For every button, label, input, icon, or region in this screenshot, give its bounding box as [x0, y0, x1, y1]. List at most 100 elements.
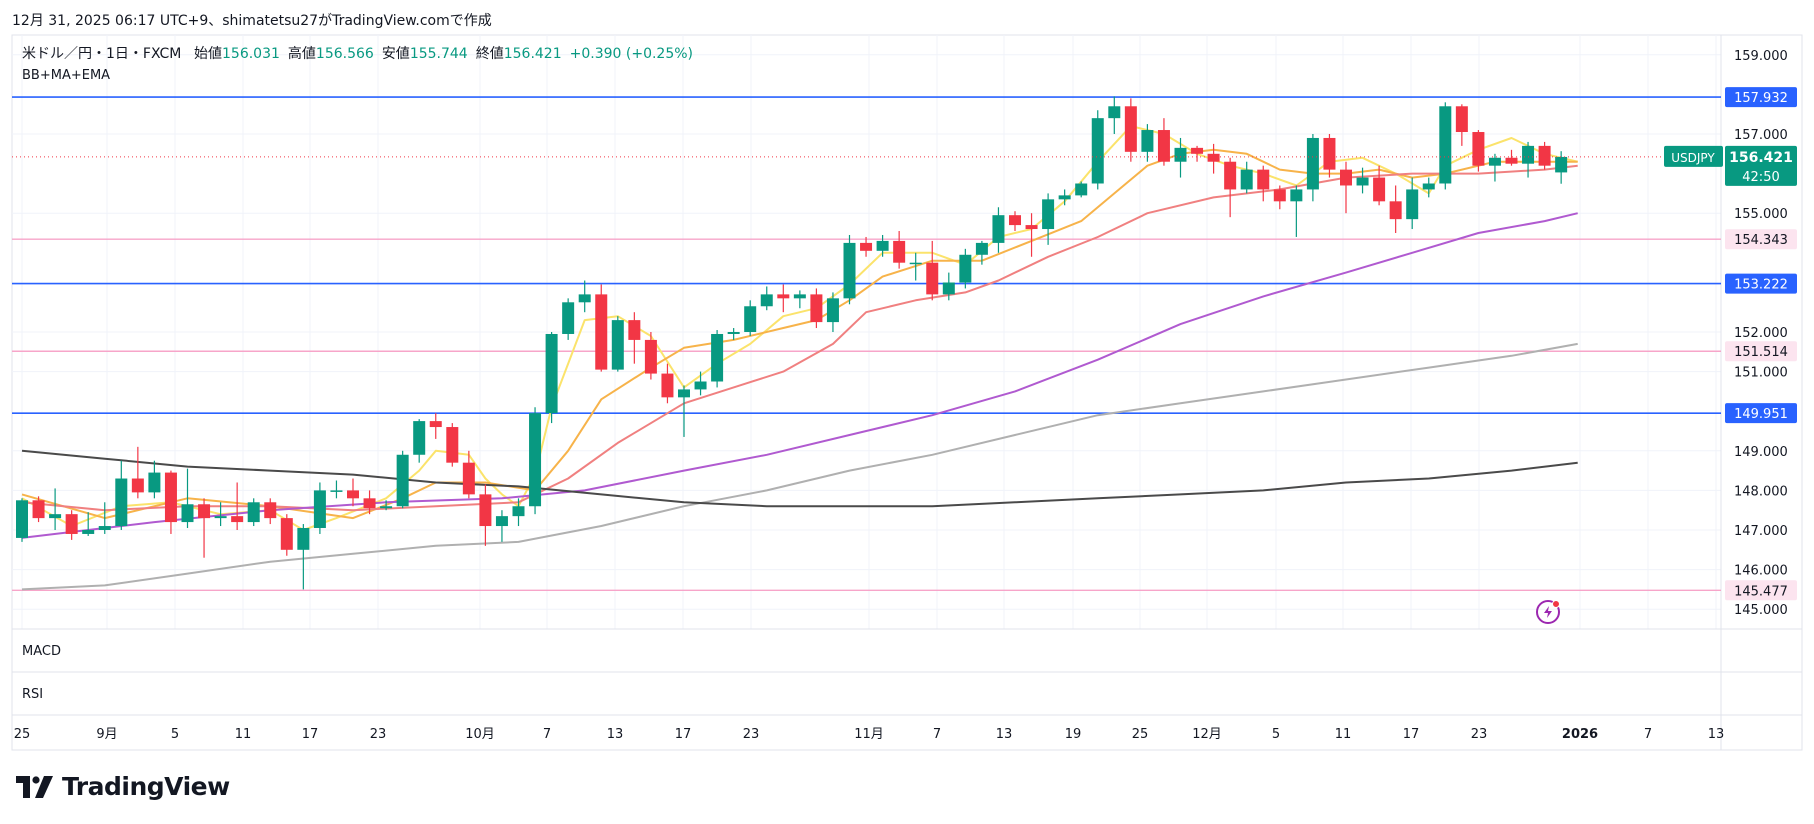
candle[interactable] — [975, 240, 988, 265]
candle[interactable] — [744, 300, 757, 336]
candle[interactable] — [926, 240, 939, 301]
candle[interactable] — [678, 385, 690, 437]
candle[interactable] — [628, 312, 641, 364]
candle[interactable] — [661, 363, 674, 404]
candle[interactable] — [777, 284, 790, 313]
lightning-icon[interactable] — [1536, 600, 1560, 624]
candle[interactable] — [1389, 185, 1402, 233]
candle[interactable] — [313, 482, 326, 534]
candle[interactable] — [1042, 193, 1055, 245]
candle[interactable] — [1455, 104, 1468, 146]
candle[interactable] — [413, 419, 426, 463]
candle[interactable] — [810, 288, 823, 329]
candle[interactable] — [545, 332, 558, 424]
legend-indicators[interactable]: BB+MA+EMA — [22, 68, 110, 83]
candle[interactable] — [198, 498, 211, 558]
candle[interactable] — [1356, 167, 1369, 194]
candle[interactable] — [595, 284, 608, 372]
candle[interactable] — [1538, 141, 1551, 170]
candle[interactable] — [512, 498, 525, 527]
candle[interactable] — [32, 496, 45, 523]
candle[interactable] — [529, 407, 542, 515]
candle[interactable] — [611, 316, 624, 372]
candle[interactable] — [1174, 137, 1187, 178]
pane-label-rsi[interactable]: RSI — [22, 687, 43, 702]
candle[interactable] — [330, 480, 343, 499]
candle[interactable] — [1439, 102, 1452, 190]
candle[interactable] — [297, 524, 310, 590]
brand[interactable]: TradingView — [16, 772, 230, 801]
candle[interactable] — [1273, 185, 1286, 210]
candle[interactable] — [164, 470, 177, 534]
candle[interactable] — [760, 286, 773, 311]
candle[interactable] — [1555, 151, 1568, 184]
candle[interactable] — [1522, 141, 1535, 178]
candle[interactable] — [462, 450, 475, 499]
candle[interactable] — [1191, 145, 1204, 162]
candle[interactable] — [1373, 165, 1386, 206]
candle[interactable] — [694, 371, 707, 396]
candle[interactable] — [1141, 124, 1154, 162]
candle[interactable] — [429, 413, 442, 439]
candle[interactable] — [1406, 177, 1419, 230]
candle[interactable] — [1224, 157, 1237, 218]
candle[interactable] — [380, 500, 393, 511]
candle[interactable] — [1091, 110, 1104, 190]
candle[interactable] — [992, 207, 1005, 253]
candle[interactable] — [826, 292, 839, 332]
candle[interactable] — [1290, 185, 1303, 237]
candle[interactable] — [247, 498, 260, 527]
price-chart[interactable]: 157.932 154.343 153.222 151.514 149.951 145.4… — [0, 0, 1814, 770]
candle[interactable] — [1058, 189, 1071, 206]
candle[interactable] — [727, 328, 740, 340]
candle[interactable] — [1505, 149, 1518, 166]
candle[interactable] — [446, 423, 459, 467]
candle[interactable] — [893, 231, 906, 269]
candle[interactable] — [644, 332, 657, 380]
candle[interactable] — [280, 514, 293, 556]
pane-label-macd[interactable]: MACD — [22, 644, 61, 659]
candle[interactable] — [942, 272, 955, 301]
candle[interactable] — [1157, 118, 1170, 166]
candle[interactable] — [578, 280, 591, 313]
candle[interactable] — [264, 498, 277, 525]
candle[interactable] — [1306, 134, 1319, 202]
candle[interactable] — [231, 482, 244, 530]
candle[interactable] — [876, 234, 889, 257]
candle[interactable] — [1472, 130, 1485, 172]
candle[interactable] — [82, 512, 95, 536]
candle[interactable] — [495, 510, 508, 542]
candle[interactable] — [347, 478, 359, 507]
candle[interactable] — [214, 502, 227, 527]
candle[interactable] — [98, 502, 111, 534]
candle[interactable] — [49, 488, 62, 530]
candle[interactable] — [1422, 177, 1435, 198]
candle[interactable] — [860, 236, 873, 257]
candle[interactable] — [1075, 181, 1088, 198]
candle[interactable] — [1240, 161, 1253, 194]
candle[interactable] — [65, 510, 78, 540]
candle[interactable] — [131, 446, 144, 499]
candle[interactable] — [16, 498, 28, 542]
candle[interactable] — [562, 298, 575, 340]
candle[interactable] — [1207, 143, 1220, 174]
candle[interactable] — [1009, 211, 1021, 232]
candle[interactable] — [148, 460, 161, 499]
candle[interactable] — [181, 468, 194, 529]
candle[interactable] — [793, 290, 806, 309]
candle[interactable] — [909, 252, 922, 281]
candle[interactable] — [1340, 161, 1352, 214]
candle[interactable] — [1323, 134, 1336, 178]
candle[interactable] — [1108, 96, 1121, 134]
candle[interactable] — [959, 248, 972, 289]
candle[interactable] — [115, 460, 128, 530]
candle[interactable] — [1025, 213, 1038, 257]
candle[interactable] — [1124, 98, 1137, 162]
candle[interactable] — [711, 330, 724, 388]
candle[interactable] — [843, 234, 856, 305]
candle[interactable] — [396, 450, 409, 509]
candle[interactable] — [1488, 153, 1501, 182]
candle[interactable] — [363, 490, 376, 515]
candle[interactable] — [1257, 165, 1270, 202]
candle[interactable] — [479, 484, 492, 546]
